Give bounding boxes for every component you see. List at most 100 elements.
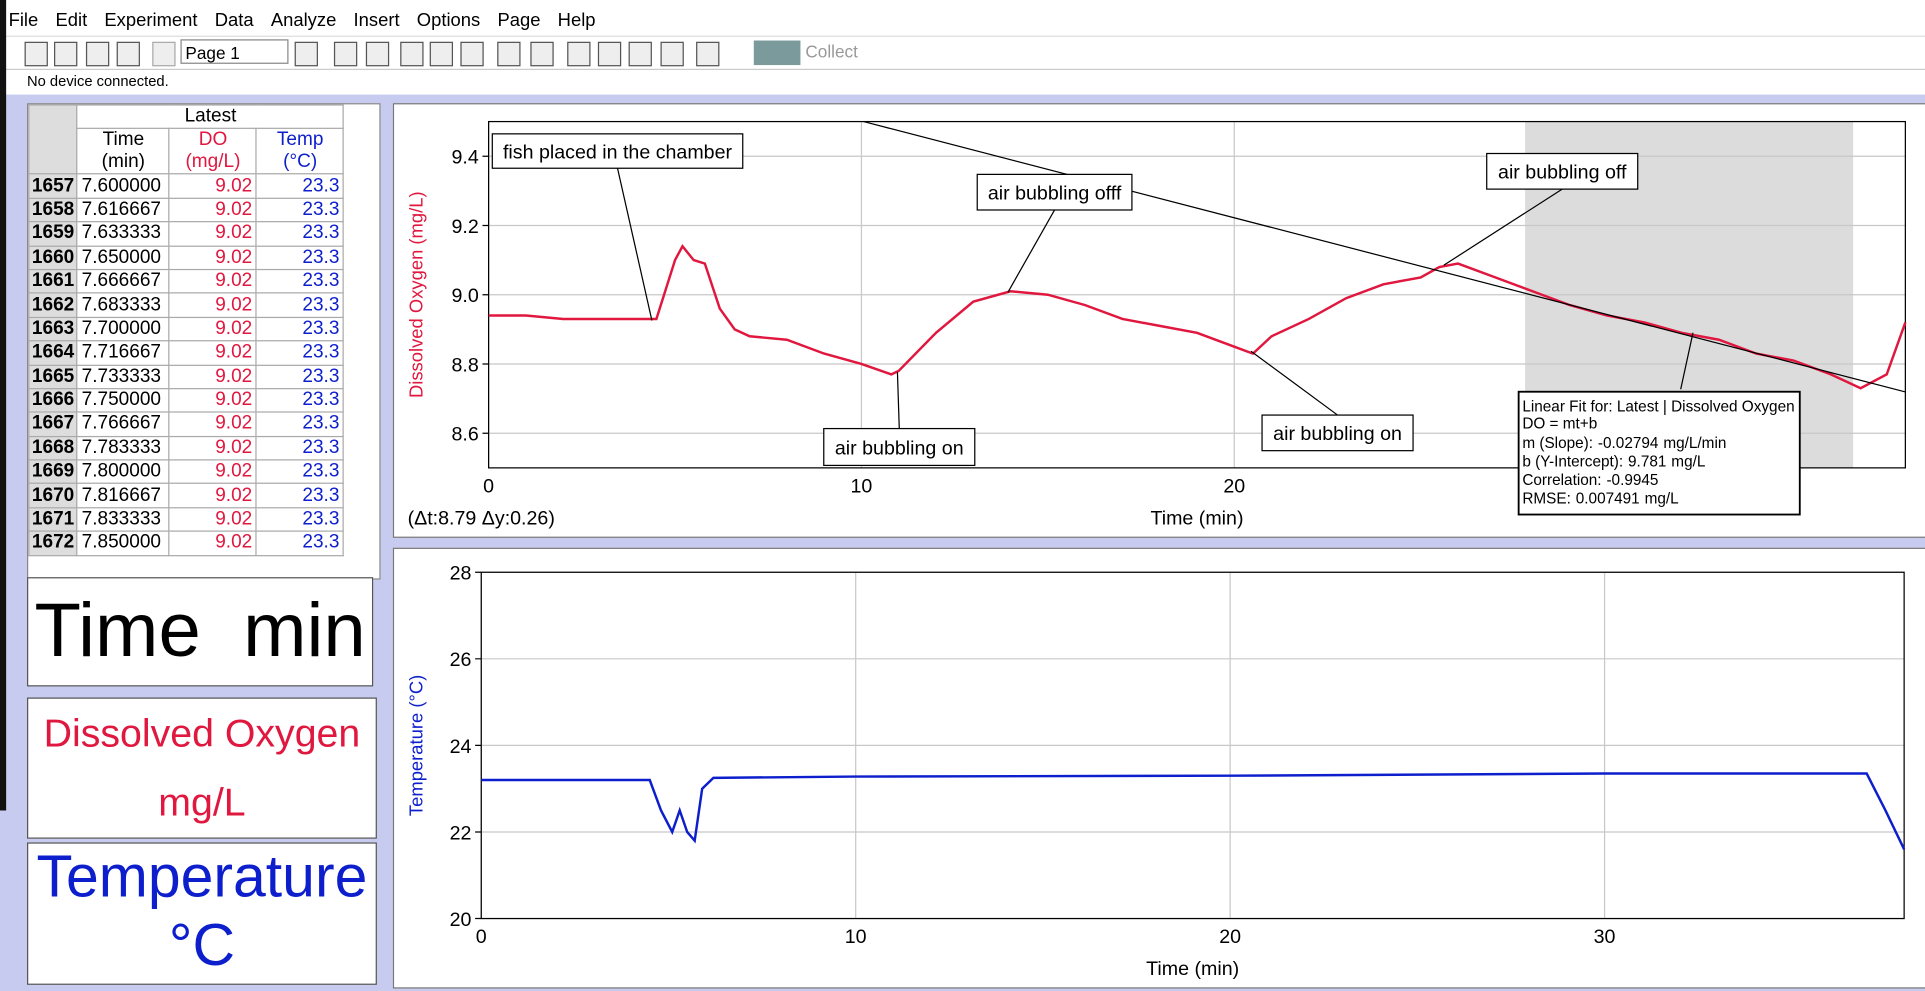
cell: 9.02 [168,316,258,342]
cell: 7.616667 [76,197,171,223]
table-row: 1672 7.850000 9.02 23.3 [28,530,345,556]
table-row: 1669 7.800000 9.02 23.3 [28,459,345,485]
examine-icon[interactable] [497,41,521,67]
row-number: 1667 [28,411,78,437]
fit-label: m (Slope): [1522,435,1593,452]
row-number: 1657 [28,173,78,199]
linear-fit-icon[interactable] [628,41,652,67]
forward-icon[interactable] [294,41,318,67]
column-name: Time [102,129,145,151]
cell: 23.3 [255,268,345,294]
zoom-in-icon[interactable] [429,41,454,67]
fit-unit: mg/L [1671,454,1706,471]
temp-meter: Temperature °C [27,842,377,985]
calc-icon[interactable] [365,41,390,67]
time-meter: Time min [27,577,374,687]
y-tick-label: 9.0 [452,285,479,307]
cell: 9.02 [168,268,258,294]
table-icon[interactable] [333,41,358,67]
menu-item[interactable]: Data [214,9,254,31]
cell: 9.02 [168,173,258,199]
table-row: 1671 7.833333 9.02 23.3 [28,506,345,533]
menu-item[interactable]: Experiment [104,9,198,31]
print-icon[interactable] [116,41,140,67]
cell: 23.3 [255,316,345,342]
cell: 7.633333 [76,221,171,247]
row-number: 1660 [28,245,78,271]
x-axis-label: Time (min) [1150,507,1243,529]
column-unit: (°C) [283,151,318,173]
zoom-out-icon[interactable] [460,41,484,67]
menu-item[interactable]: Insert [353,9,400,31]
menu-item[interactable]: Help [557,9,596,31]
back-icon[interactable] [152,41,176,67]
cell: 23.3 [255,483,345,509]
y-tick-label: 9.4 [452,147,479,169]
table-body: 1657 7.600000 9.02 23.3 1658 7.616667 9.02 23.3… [28,173,345,556]
play-icon [753,40,801,66]
cell: 23.3 [255,364,345,390]
fit-value: 9.781 [1628,454,1666,471]
fit-stat: RMSE: 0.007491 mg/L [1522,490,1679,507]
group-header: Latest [76,104,345,130]
y-axis-label: Dissolved Oxygen (mg/L) [405,191,426,398]
cell: 9.02 [168,364,258,390]
menu-item[interactable]: Edit [55,9,88,31]
cell: 9.02 [168,245,258,271]
row-number: 1669 [28,459,78,485]
menu-item[interactable]: Page [497,9,541,31]
row-number: 1658 [28,197,78,223]
collect-button[interactable]: Collect [753,40,858,66]
y-tick-label: 8.8 [452,354,479,376]
plot-frame [480,571,1905,920]
column-name: Temp [276,129,324,151]
annotation-box [491,133,744,169]
y-tick-label: 20 [450,909,472,931]
menu-item[interactable]: Analyze [270,9,337,31]
y-tick-label: 8.6 [452,424,479,446]
menu-item[interactable]: File [8,9,39,31]
status-text: No device connected. [0,69,174,90]
autoscale-icon[interactable] [400,41,424,67]
cell: 23.3 [255,340,345,366]
column-unit: (min) [101,151,146,173]
meter-label: Temperature [36,844,368,910]
cell: 7.800000 [76,459,171,485]
integral-icon[interactable] [567,41,591,67]
cell: 9.02 [168,197,258,223]
x-tick-label: 10 [851,475,873,497]
menu-item[interactable]: Options [416,9,481,31]
fit-box [1517,390,1801,516]
save-icon[interactable] [85,41,110,67]
cell: 23.3 [255,173,345,199]
tangent-icon[interactable] [530,41,554,67]
cell: 9.02 [168,483,258,509]
curve-fit-icon[interactable] [660,41,684,67]
column-header: Time (min) [76,128,171,175]
x-tick-label: 20 [1223,475,1245,497]
new-icon[interactable] [24,41,48,67]
row-number: 1666 [28,387,78,413]
cell: 9.02 [168,221,258,247]
plot-frame [488,120,1906,469]
cell: 7.716667 [76,340,171,366]
x-tick-label: 20 [1219,926,1241,948]
row-number: 1665 [28,364,78,390]
clock-icon[interactable] [696,41,720,67]
y-tick-label: 24 [450,736,472,758]
annotation: fish placed in the chamber [503,141,733,163]
annotation-pointer [896,372,900,429]
cell: 23.3 [255,530,345,556]
data-line [488,244,1907,390]
data-table: Latest Time (min) DO (mg/L) Temp (°C) 1657 7.6… [27,103,381,580]
cell: 23.3 [255,197,345,223]
cell: 9.02 [168,292,258,318]
stats-icon[interactable] [597,41,622,67]
cell: 23.3 [255,387,345,413]
fit-unit: mg/L/min [1663,435,1726,452]
cell: 23.3 [255,435,345,461]
table-row: 1663 7.700000 9.02 23.3 [28,316,345,342]
open-icon[interactable] [54,41,78,67]
page-select[interactable]: Page 1 [180,39,289,64]
